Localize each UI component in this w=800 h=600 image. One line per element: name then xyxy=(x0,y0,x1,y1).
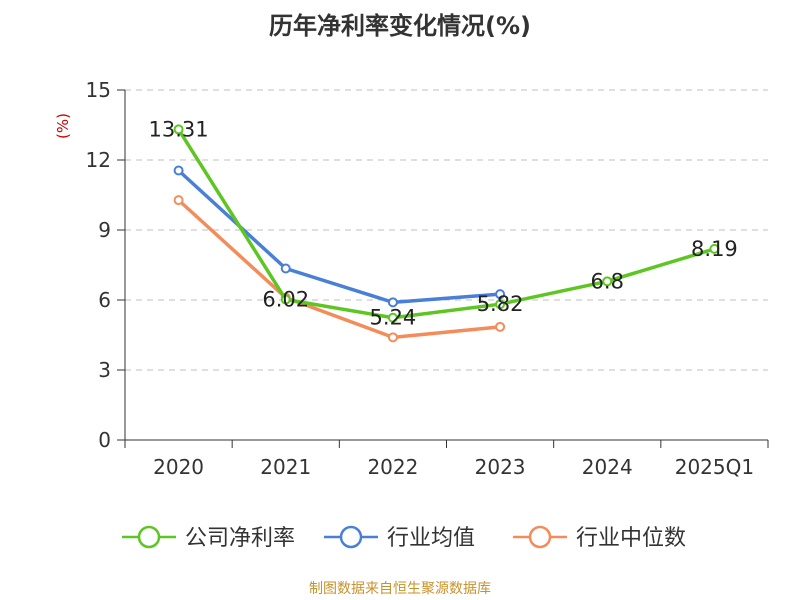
data-point[interactable] xyxy=(495,299,506,310)
data-label: 6.8 xyxy=(591,269,624,293)
data-point[interactable] xyxy=(387,312,398,323)
data-point[interactable] xyxy=(173,124,184,135)
data-point[interactable] xyxy=(280,294,291,305)
data-label: 13.31 xyxy=(149,117,209,141)
y-tick-label: 0 xyxy=(98,428,111,452)
x-tick-label: 2025Q1 xyxy=(675,455,754,479)
data-point[interactable] xyxy=(387,332,398,343)
data-point[interactable] xyxy=(280,263,291,274)
data-label: 5.82 xyxy=(477,292,524,316)
legend-swatch-marker xyxy=(339,525,363,549)
y-tick-label: 3 xyxy=(98,358,111,382)
y-tick-label: 9 xyxy=(98,218,111,242)
data-point[interactable] xyxy=(495,321,506,332)
data-point[interactable] xyxy=(495,289,506,300)
legend-label: 行业中位数 xyxy=(576,526,686,551)
legend-swatch-marker xyxy=(137,525,161,549)
x-tick-label: 2023 xyxy=(475,455,526,479)
x-tick-label: 2021 xyxy=(260,455,311,479)
x-tick-label: 2024 xyxy=(582,455,633,479)
x-tick-label: 2022 xyxy=(367,455,418,479)
data-point[interactable] xyxy=(387,297,398,308)
y-tick-label: 6 xyxy=(98,288,111,312)
data-point[interactable] xyxy=(173,165,184,176)
chart-title: 历年净利率变化情况(%) xyxy=(269,12,531,40)
data-point[interactable] xyxy=(602,276,613,287)
y-axis-label: (%) xyxy=(54,113,72,139)
series-line xyxy=(176,168,502,305)
data-label: 5.24 xyxy=(370,306,417,330)
data-point[interactable] xyxy=(709,243,720,254)
y-tick-label: 12 xyxy=(86,148,111,172)
series-line xyxy=(176,198,502,340)
source-note: 制图数据来自恒生聚源数据库 xyxy=(309,581,491,597)
data-label: 8.19 xyxy=(691,237,738,261)
y-tick-label: 15 xyxy=(86,78,111,102)
legend-label: 行业均值 xyxy=(387,526,475,551)
data-label: 6.02 xyxy=(262,288,309,312)
legend-label: 公司净利率 xyxy=(185,526,295,551)
x-tick-label: 2020 xyxy=(153,455,204,479)
data-point[interactable] xyxy=(173,195,184,206)
series-line xyxy=(176,127,717,320)
legend-swatch-marker xyxy=(528,525,552,549)
